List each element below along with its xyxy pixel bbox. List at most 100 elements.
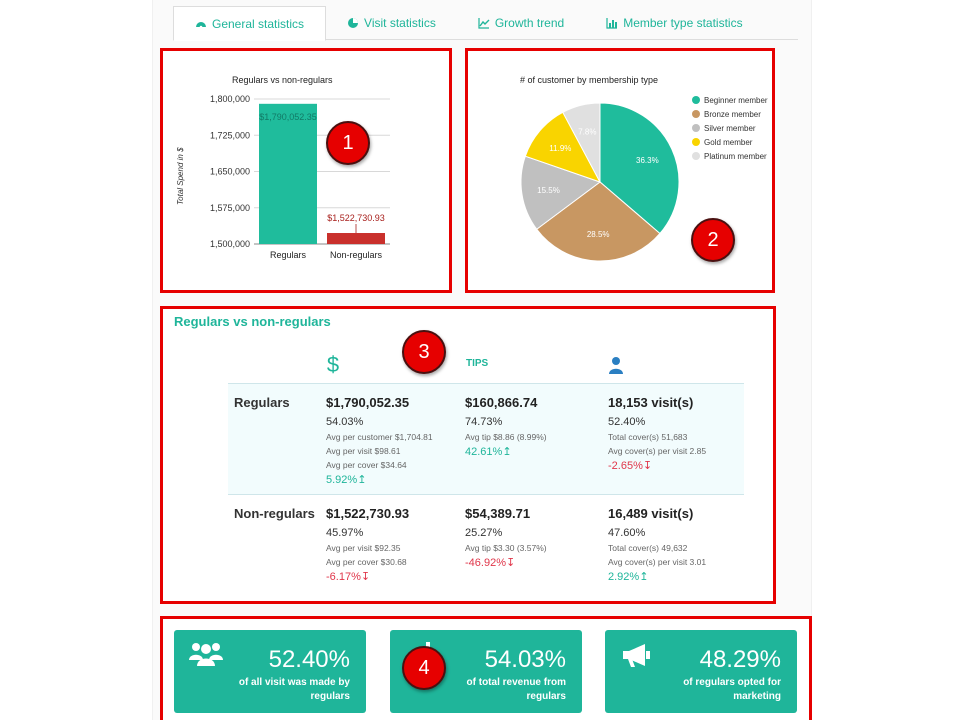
visits-pct: 47.60% bbox=[608, 527, 646, 539]
pie-data-label: 7.8% bbox=[578, 127, 596, 136]
annotation-badge-1: 1 bbox=[326, 121, 370, 165]
x-tick-label: Regulars bbox=[270, 250, 307, 260]
tab-label: Growth trend bbox=[494, 16, 565, 30]
tips-pct: 74.73% bbox=[465, 416, 503, 428]
x-tick-label: Non-regulars bbox=[330, 250, 383, 260]
tips-line: Avg tip $3.30 (3.57%) bbox=[465, 543, 547, 553]
money-icon bbox=[426, 642, 430, 648]
line-chart-icon bbox=[478, 18, 490, 29]
visits-change: -2.65%↧ bbox=[608, 460, 653, 472]
spend-change: 5.92%↥ bbox=[326, 474, 367, 486]
comparison-table: Regulars $1,790,052.35 54.03% Avg per cu… bbox=[228, 383, 744, 595]
summary-card-visits: 52.40% of all visit was made by regulars bbox=[174, 630, 366, 713]
pie-data-label: 15.5% bbox=[537, 186, 560, 195]
pie-data-label: 11.9% bbox=[549, 144, 571, 153]
legend-label: Gold member bbox=[704, 138, 753, 147]
pie-chart-icon bbox=[348, 18, 359, 28]
tab-visit-statistics[interactable]: Visit statistics bbox=[326, 6, 457, 40]
spend-pct: 54.03% bbox=[326, 416, 364, 428]
data-label: $1,790,052.35 bbox=[259, 112, 317, 122]
tips-header: TIPS bbox=[466, 358, 489, 369]
trend-up-icon: ↥ bbox=[357, 474, 367, 486]
trend-down-icon: ↧ bbox=[642, 460, 653, 472]
spend-line: Avg per visit $92.35 bbox=[326, 543, 401, 553]
visits-line: Total cover(s) 49,632 bbox=[608, 543, 688, 553]
bar-chart-icon bbox=[606, 18, 618, 29]
card-description: of all visit was made by regulars bbox=[238, 677, 350, 702]
tab-label: Member type statistics bbox=[623, 16, 743, 30]
tips-cell: $160,866.74 74.73% Avg tip $8.86 (8.99%)… bbox=[465, 395, 547, 460]
visits-total: 18,153 visit(s) bbox=[608, 395, 694, 410]
pie-slice bbox=[562, 102, 601, 183]
visits-change: 2.92%↥ bbox=[608, 571, 649, 583]
legend-marker bbox=[692, 124, 700, 132]
visits-cell: 16,489 visit(s) 47.60% Total cover(s) 49… bbox=[608, 506, 706, 585]
user-icon bbox=[609, 357, 623, 374]
bar-chart: 1,800,000 1,725,000 1,650,000 1,575,000 1,50… bbox=[210, 94, 390, 260]
data-label: $1,522,730.93 bbox=[327, 213, 385, 223]
table-row-non-regulars: Non-regulars $1,522,730.93 45.97% Avg pe… bbox=[228, 495, 744, 595]
row-label: Regulars bbox=[234, 395, 290, 410]
legend-label: Platinum member bbox=[704, 152, 767, 161]
legend-marker bbox=[692, 138, 700, 146]
y-tick-label: 1,650,000 bbox=[210, 167, 250, 177]
pie-slice bbox=[535, 181, 661, 262]
spend-change: -6.17%↧ bbox=[326, 571, 371, 583]
trend-down-icon: ↧ bbox=[505, 557, 516, 569]
svg-text:$: $ bbox=[327, 354, 339, 376]
spend-line: Avg per cover $30.68 bbox=[326, 557, 407, 567]
tab-label: Visit statistics bbox=[364, 16, 436, 30]
visits-line: Total cover(s) 51,683 bbox=[608, 432, 688, 442]
legend-marker bbox=[692, 110, 700, 118]
row-label: Non-regulars bbox=[234, 506, 315, 521]
card-value: 54.03% bbox=[484, 646, 566, 673]
tips-line: Avg tip $8.86 (8.99%) bbox=[465, 432, 547, 442]
dollar-icon: $ bbox=[327, 354, 339, 376]
legend-label: Bronze member bbox=[704, 110, 761, 119]
tips-total: $160,866.74 bbox=[465, 395, 538, 410]
comparison-title: Regulars vs non-regulars bbox=[174, 314, 331, 329]
dashboard-icon bbox=[196, 21, 206, 28]
y-tick-label: 1,500,000 bbox=[210, 239, 250, 249]
y-tick-label: 1,725,000 bbox=[210, 130, 250, 140]
spend-cell: $1,790,052.35 54.03% Avg per customer $1… bbox=[326, 395, 433, 488]
tips-cell: $54,389.71 25.27% Avg tip $3.30 (3.57%) … bbox=[465, 506, 547, 571]
spend-pct: 45.97% bbox=[326, 527, 364, 539]
spend-cell: $1,522,730.93 45.97% Avg per visit $92.3… bbox=[326, 506, 409, 585]
card-description: of regulars opted for marketing bbox=[683, 677, 781, 702]
bar bbox=[259, 103, 317, 244]
card-description: of total revenue from regulars bbox=[466, 677, 566, 702]
tips-change: -46.92%↧ bbox=[465, 557, 516, 569]
users-group-icon bbox=[189, 643, 223, 666]
trend-down-icon: ↧ bbox=[360, 571, 371, 583]
annotation-badge-4: 4 bbox=[402, 646, 446, 690]
pie-chart-title: # of customer by membership type bbox=[520, 75, 659, 85]
pie-slice bbox=[520, 155, 602, 230]
tips-change: 42.61%↥ bbox=[465, 446, 512, 458]
tab-general-statistics[interactable]: General statistics bbox=[173, 6, 327, 41]
tab-bar: General statistics Visit statistics Grow… bbox=[173, 6, 798, 41]
tips-pct: 25.27% bbox=[465, 527, 503, 539]
card-value: 48.29% bbox=[699, 646, 781, 673]
pie-data-label: 36.3% bbox=[636, 156, 659, 165]
y-tick-label: 1,575,000 bbox=[210, 203, 250, 213]
tab-growth-trend[interactable]: Growth trend bbox=[457, 6, 585, 40]
spend-line: Avg per cover $34.64 bbox=[326, 460, 407, 470]
bar-chart-title: Regulars vs non-regulars bbox=[232, 75, 333, 85]
visits-line: Avg cover(s) per visit 2.85 bbox=[608, 446, 707, 456]
visits-total: 16,489 visit(s) bbox=[608, 506, 694, 521]
megaphone-icon bbox=[623, 644, 650, 667]
tips-total: $54,389.71 bbox=[465, 506, 531, 521]
legend-label: Beginner member bbox=[704, 96, 768, 105]
tab-member-type-statistics[interactable]: Member type statistics bbox=[585, 6, 763, 40]
visits-line: Avg cover(s) per visit 3.01 bbox=[608, 557, 707, 567]
summary-card-marketing: 48.29% of regulars opted for marketing bbox=[605, 630, 797, 713]
trend-up-icon: ↥ bbox=[502, 446, 512, 458]
bar bbox=[327, 233, 385, 244]
annotation-badge-2: 2 bbox=[691, 218, 735, 262]
annotation-badge-3: 3 bbox=[402, 330, 446, 374]
pie-data-label: 28.5% bbox=[587, 230, 610, 239]
y-tick-label: 1,800,000 bbox=[210, 94, 250, 104]
legend-marker bbox=[692, 96, 700, 104]
visits-cell: 18,153 visit(s) 52.40% Total cover(s) 51… bbox=[608, 395, 706, 474]
